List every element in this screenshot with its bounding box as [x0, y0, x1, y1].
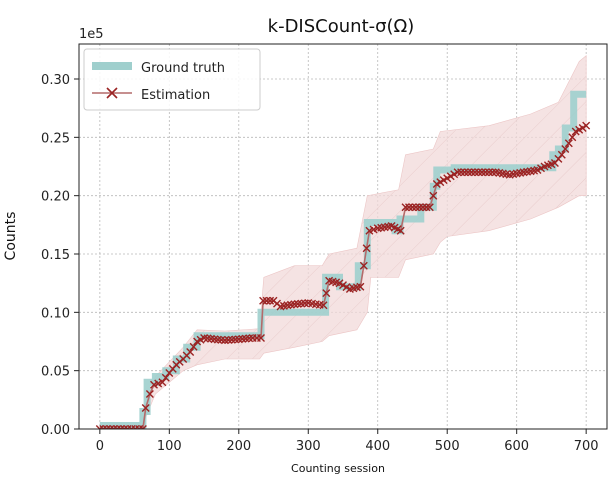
- estimation-marker: [95, 425, 104, 429]
- estimation-marker: [259, 296, 268, 305]
- y-tick-label: 0.30: [41, 73, 70, 88]
- y-tick-label: 0.15: [41, 248, 70, 263]
- estimation-marker: [319, 301, 328, 310]
- estimation-marker: [99, 425, 108, 429]
- estimation-marker: [138, 425, 147, 429]
- y-tick-label: 0.05: [41, 365, 70, 380]
- estimation-marker: [262, 296, 271, 305]
- estimation-marker: [408, 203, 417, 212]
- y-tick-label: 0.25: [41, 131, 70, 146]
- estimation-marker: [471, 168, 479, 177]
- estimation-marker: [484, 168, 493, 177]
- estimation-marker: [481, 168, 490, 177]
- estimation-marker: [224, 336, 233, 344]
- estimation-marker: [422, 203, 431, 212]
- y-tick-label: 0.20: [41, 190, 70, 205]
- estimation-series: [95, 121, 591, 429]
- x-tick-label: 600: [504, 439, 529, 454]
- estimation-marker: [457, 168, 466, 177]
- y-tick-label: 0.10: [41, 306, 70, 321]
- estimation-marker: [425, 203, 434, 212]
- estimation-marker: [396, 226, 405, 235]
- x-tick-label: 200: [226, 439, 251, 454]
- estimation-marker: [477, 168, 486, 177]
- x-tick-label: 0: [96, 439, 104, 454]
- estimation-marker: [362, 244, 371, 253]
- x-axis: 0 100 200 300 400 500 600 700: [96, 429, 599, 454]
- x-axis-label: Counting session: [291, 462, 385, 475]
- estimation-marker: [474, 168, 483, 177]
- estimation-marker: [113, 425, 122, 429]
- x-tick-label: 100: [157, 439, 182, 454]
- estimation-marker: [464, 168, 473, 177]
- legend-estimation-label: Estimation: [141, 88, 210, 103]
- estimation-marker: [453, 168, 462, 177]
- estimation-marker: [158, 378, 167, 387]
- estimation-marker: [161, 373, 170, 382]
- estimation-marker: [322, 289, 331, 298]
- y-axis-label: Counts: [3, 212, 19, 261]
- chart-title: k-DISCount-σ(Ω): [268, 16, 415, 37]
- estimation-marker: [411, 203, 420, 212]
- y-tick-label: 0.00: [41, 423, 70, 438]
- estimation-marker: [186, 348, 195, 356]
- estimation-marker: [561, 145, 570, 153]
- estimation-marker: [564, 139, 573, 148]
- plot-frame: [78, 43, 608, 430]
- estimation-marker: [429, 191, 438, 200]
- estimation-marker: [189, 342, 198, 351]
- estimation-marker: [359, 261, 368, 270]
- estimation-marker: [488, 168, 497, 177]
- estimation-marker: [568, 133, 577, 142]
- estimation-marker: [141, 404, 150, 412]
- estimation-marker: [102, 425, 111, 429]
- estimation-marker: [578, 124, 587, 132]
- estimation-marker: [106, 425, 115, 429]
- estimation-marker: [120, 425, 129, 429]
- estimation-marker: [266, 296, 275, 305]
- estimation-marker: [257, 334, 265, 342]
- estimation-marker: [109, 425, 118, 429]
- estimation-marker: [557, 150, 566, 159]
- y-multiplier-label: 1e5: [79, 27, 104, 42]
- x-tick-label: 700: [574, 439, 599, 454]
- x-tick-label: 400: [365, 439, 390, 454]
- y-axis: 0.00 0.05 0.10 0.15 0.20 0.25 0.30: [41, 73, 79, 438]
- estimation-marker: [460, 168, 469, 177]
- estimation-marker: [582, 121, 591, 130]
- estimation-marker: [467, 168, 476, 177]
- x-tick-label: 500: [435, 439, 460, 454]
- legend-estimation-marker: [106, 87, 118, 99]
- x-tick-label: 300: [296, 439, 321, 454]
- estimation-marker: [356, 282, 365, 291]
- estimation-marker: [415, 203, 424, 212]
- legend-ground-truth-label: Ground truth: [141, 61, 225, 76]
- estimation-marker: [401, 203, 410, 212]
- estimation-marker: [418, 203, 427, 212]
- estimation-marker: [116, 425, 125, 429]
- estimation-marker: [405, 203, 413, 212]
- estimation-marker: [145, 390, 154, 398]
- legend: Ground truth Estimation: [83, 48, 261, 111]
